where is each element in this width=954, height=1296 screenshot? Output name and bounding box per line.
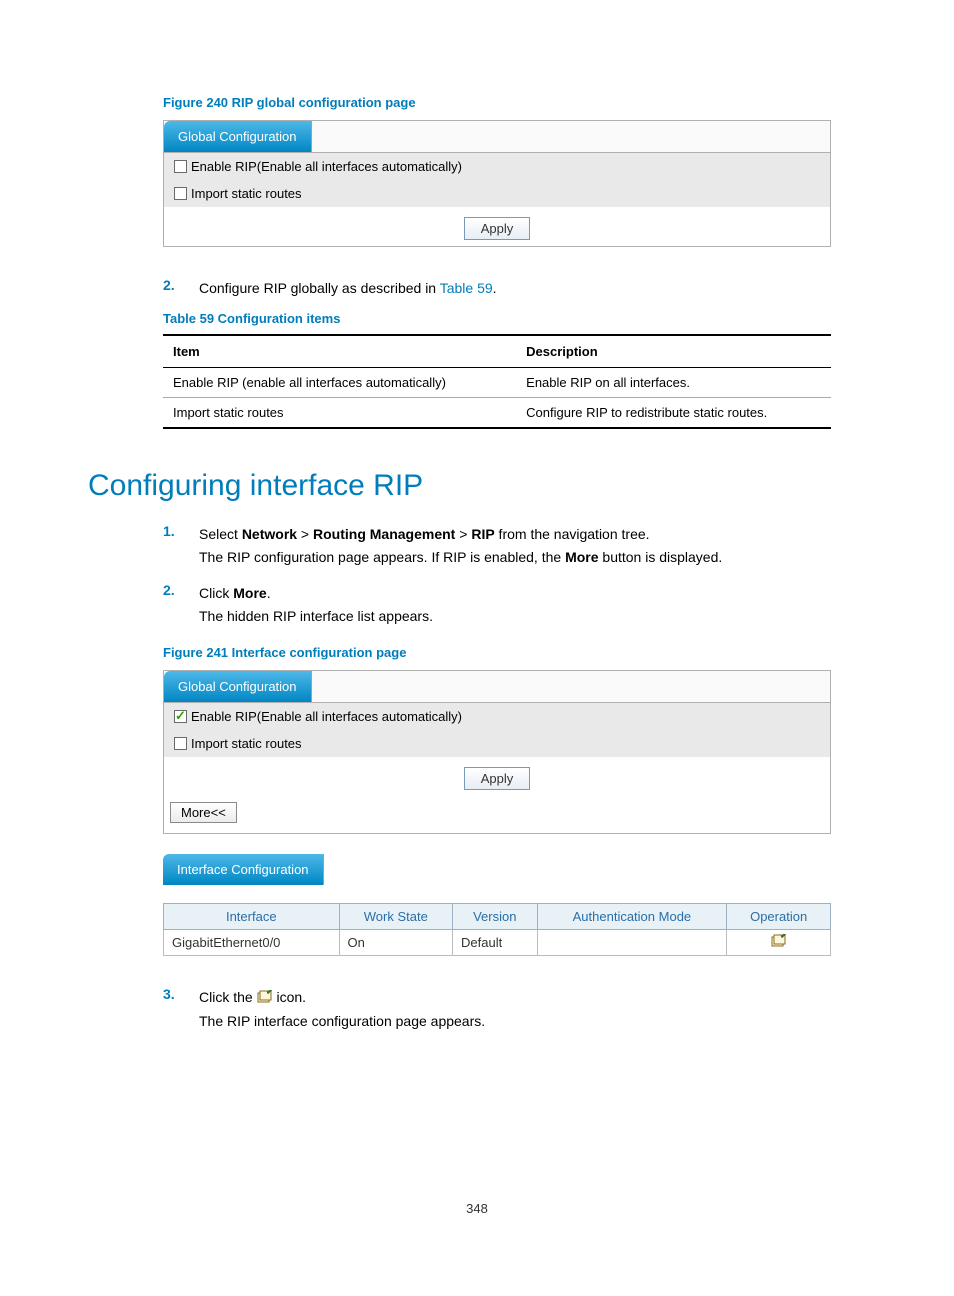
s2-post: . (267, 585, 271, 601)
s3-line2: The RIP interface configuration page app… (199, 1013, 485, 1029)
s2-line2: The hidden RIP interface list appears. (199, 608, 433, 624)
step-2-text-before: Configure RIP globally as described in (199, 280, 440, 296)
checkbox-enable-rip-241[interactable] (174, 710, 187, 723)
cell-desc-0: Enable RIP on all interfaces. (516, 368, 831, 398)
checkbox-import-static[interactable] (174, 187, 187, 200)
col-interface: Interface (164, 903, 340, 929)
iface-tab-row: Interface Configuration (163, 854, 831, 885)
label-import-static-241: Import static routes (191, 736, 302, 751)
fig241-global-block: Global Configuration Enable RIP(Enable a… (163, 670, 831, 834)
apply-button[interactable]: Apply (464, 217, 531, 240)
s1-more: More (565, 549, 598, 565)
cell-item-0: Enable RIP (enable all interfaces automa… (163, 368, 516, 398)
tab-row: Global Configuration (164, 121, 830, 153)
row-import-static-241: Import static routes (164, 730, 830, 757)
interface-table: Interface Work State Version Authenticat… (163, 903, 831, 956)
cell-auth (537, 929, 727, 955)
checkbox-enable-rip[interactable] (174, 160, 187, 173)
s3-pre: Click the (199, 989, 257, 1005)
cfg-step-3-num: 3. (163, 986, 181, 1033)
apply-button-241[interactable]: Apply (464, 767, 531, 790)
s1-post: from the navigation tree. (495, 526, 650, 542)
figure-241-panel: Global Configuration Enable RIP(Enable a… (163, 670, 831, 956)
col-desc: Description (516, 335, 831, 368)
step-2-body: Configure RIP globally as described in T… (199, 277, 839, 299)
cfg-step-1-body: Select Network > Routing Management > RI… (199, 523, 839, 568)
section-heading: Configuring interface RIP (88, 469, 839, 503)
cell-interface: GigabitEthernet0/0 (164, 929, 340, 955)
table-59-caption: Table 59 Configuration items (163, 311, 839, 326)
table-59: Item Description Enable RIP (enable all … (163, 334, 831, 429)
step-2-text-after: . (493, 280, 497, 296)
figure-241-caption: Figure 241 Interface configuration page (163, 645, 839, 660)
col-operation: Operation (727, 903, 831, 929)
label-import-static: Import static routes (191, 186, 302, 201)
page-number: 348 (0, 1201, 954, 1216)
col-workstate: Work State (339, 903, 452, 929)
col-item: Item (163, 335, 516, 368)
figure-240-caption: Figure 240 RIP global configuration page (163, 95, 839, 110)
edit-icon (257, 988, 273, 1010)
tab-blank-241 (312, 671, 830, 702)
cfg-step-2-num: 2. (163, 582, 181, 627)
s1-line2b: button is displayed. (599, 549, 723, 565)
label-enable-rip-241: Enable RIP(Enable all interfaces automat… (191, 709, 462, 724)
cfg-step-3: 3. Click the icon. The RIP interface con… (163, 986, 839, 1033)
s1-line2a: The RIP configuration page appears. If R… (199, 549, 565, 565)
figure-240-panel: Global Configuration Enable RIP(Enable a… (163, 120, 831, 247)
link-table-59[interactable]: Table 59 (440, 280, 493, 296)
checkbox-import-static-241[interactable] (174, 737, 187, 750)
table-row: Enable RIP (enable all interfaces automa… (163, 368, 831, 398)
cfg-step-2: 2. Click More. The hidden RIP interface … (163, 582, 839, 627)
cell-operation (727, 929, 831, 955)
s1-routing: Routing Management (313, 526, 455, 542)
s1-gt2: > (455, 526, 471, 542)
s1-rip: RIP (471, 526, 494, 542)
table-row: Import static routes Configure RIP to re… (163, 398, 831, 429)
cell-version: Default (453, 929, 538, 955)
apply-row-241: Apply (164, 757, 830, 796)
more-row: More<< (164, 796, 830, 833)
col-version: Version (453, 903, 538, 929)
row-import-static: Import static routes (164, 180, 830, 207)
s1-pre: Select (199, 526, 242, 542)
label-enable-rip: Enable RIP(Enable all interfaces automat… (191, 159, 462, 174)
s2-pre: Click (199, 585, 233, 601)
col-auth: Authentication Mode (537, 903, 727, 929)
cell-workstate: On (339, 929, 452, 955)
s1-network: Network (242, 526, 297, 542)
cell-desc-1: Configure RIP to redistribute static rou… (516, 398, 831, 429)
cfg-step-1-num: 1. (163, 523, 181, 568)
cell-item-1: Import static routes (163, 398, 516, 429)
tab-global-configuration-241[interactable]: Global Configuration (164, 671, 312, 702)
s2-more: More (233, 585, 266, 601)
tab-interface-configuration[interactable]: Interface Configuration (163, 854, 324, 885)
step-2-number: 2. (163, 277, 181, 299)
tab-blank (312, 121, 830, 152)
cfg-step-3-body: Click the icon. The RIP interface config… (199, 986, 839, 1033)
tab-global-configuration[interactable]: Global Configuration (164, 121, 312, 152)
s3-post: icon. (276, 989, 306, 1005)
tab-row-241: Global Configuration (164, 671, 830, 703)
s1-gt1: > (297, 526, 313, 542)
table-row: GigabitEthernet0/0 On Default (164, 929, 831, 955)
row-enable-rip-241: Enable RIP(Enable all interfaces automat… (164, 703, 830, 730)
more-button[interactable]: More<< (170, 802, 237, 823)
edit-icon[interactable] (771, 934, 787, 951)
cfg-step-1: 1. Select Network > Routing Management >… (163, 523, 839, 568)
cfg-step-2-body: Click More. The hidden RIP interface lis… (199, 582, 839, 627)
apply-row: Apply (164, 207, 830, 246)
step-2: 2. Configure RIP globally as described i… (163, 277, 839, 299)
row-enable-rip: Enable RIP(Enable all interfaces automat… (164, 153, 830, 180)
